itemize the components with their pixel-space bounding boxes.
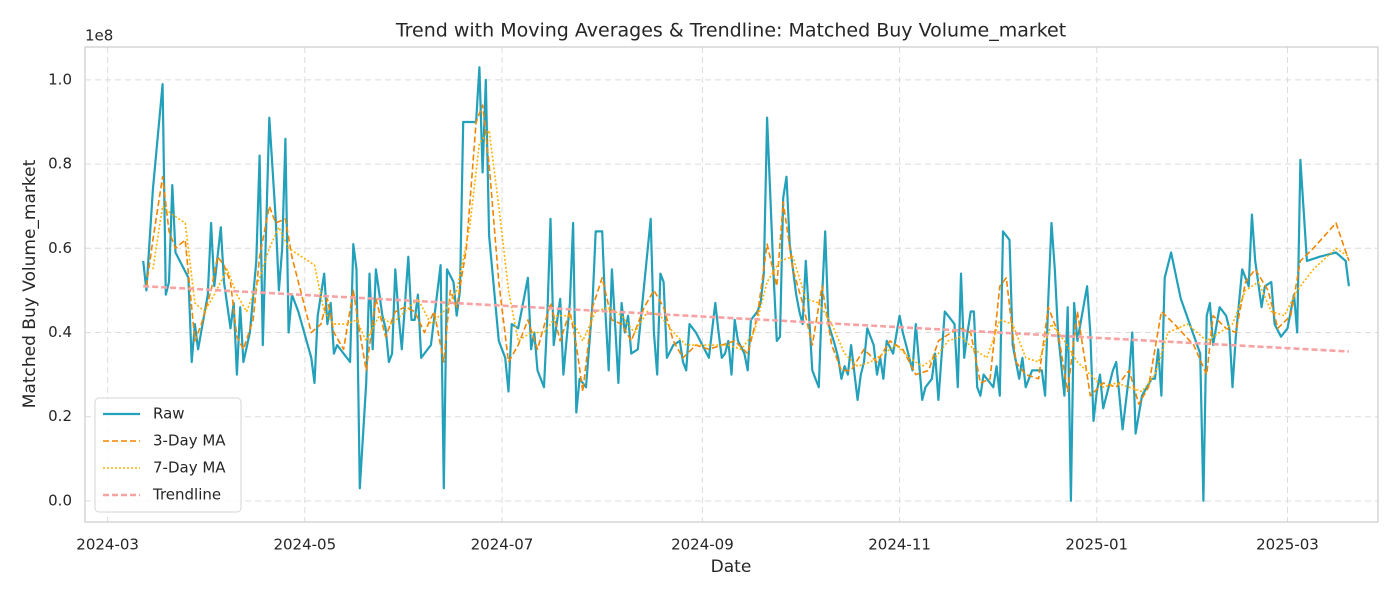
y-axis-label: Matched Buy Volume_market: [20, 159, 40, 408]
x-tick-label: 2024-05: [273, 536, 336, 554]
x-tick-label: 2025-03: [1256, 536, 1319, 554]
legend-label: 3-Day MA: [153, 432, 226, 450]
x-tick-label: 2025-01: [1065, 536, 1128, 554]
legend-box: [94, 397, 242, 513]
y-tick-label: 1.0: [48, 70, 72, 88]
y-tick-label: 0.0: [48, 491, 72, 509]
x-tick-label: 2024-03: [76, 536, 139, 554]
series-line: [145, 104, 1350, 405]
series-line: [142, 66, 1350, 502]
y-offset-label: 1e8: [85, 27, 113, 45]
x-axis-label: Date: [711, 557, 752, 577]
x-tick-label: 2024-07: [471, 536, 534, 554]
x-tick-label: 2024-09: [671, 536, 734, 554]
chart-title: Trend with Moving Averages & Trendline: …: [395, 20, 1066, 42]
series-line: [152, 129, 1350, 393]
y-tick-label: 0.4: [48, 323, 72, 341]
series-line: [143, 284, 1349, 353]
y-tick-label: 0.2: [48, 407, 72, 425]
legend-label: Trendline: [152, 486, 221, 504]
legend-label: Raw: [153, 405, 185, 423]
y-tick-label: 0.6: [48, 239, 72, 257]
legend-label: 7-Day MA: [153, 459, 226, 477]
y-tick-label: 0.8: [48, 155, 72, 173]
plot-frame: [84, 46, 1379, 523]
x-tick-label: 2024-11: [868, 536, 931, 554]
